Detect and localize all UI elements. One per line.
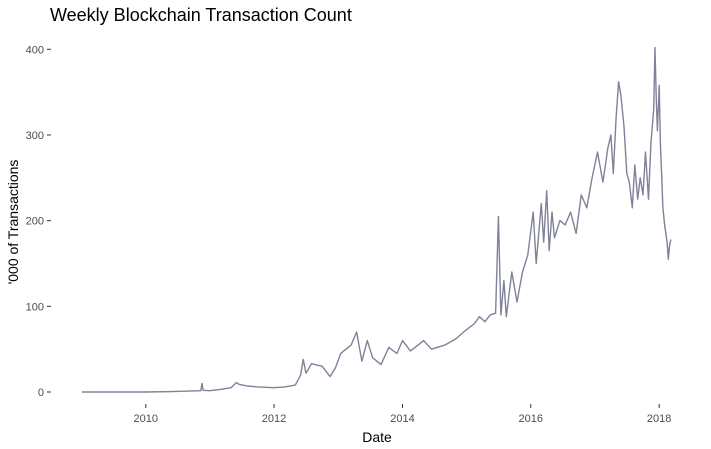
- series-line: [82, 46, 672, 393]
- x-axis: 2010 2012 2014 2016 2018: [134, 404, 671, 425]
- x-tick-label: 2010: [134, 413, 158, 425]
- chart-title: Weekly Blockchain Transaction Count: [50, 5, 352, 25]
- y-axis: 0 100 200 300 400: [26, 44, 51, 399]
- y-tick-label: 0: [38, 387, 44, 399]
- x-axis-label: Date: [362, 429, 392, 445]
- x-tick-label: 2012: [262, 413, 286, 425]
- x-tick-label: 2014: [390, 413, 414, 425]
- y-tick-label: 400: [26, 44, 44, 56]
- y-tick-label: 100: [26, 301, 44, 313]
- x-tick-label: 2016: [518, 413, 542, 425]
- series-layer: [82, 46, 672, 393]
- x-tick-label: 2018: [647, 413, 671, 425]
- y-axis-label: '000 of Transactions: [5, 160, 21, 285]
- y-tick-label: 200: [26, 216, 44, 228]
- y-tick-label: 300: [26, 130, 44, 142]
